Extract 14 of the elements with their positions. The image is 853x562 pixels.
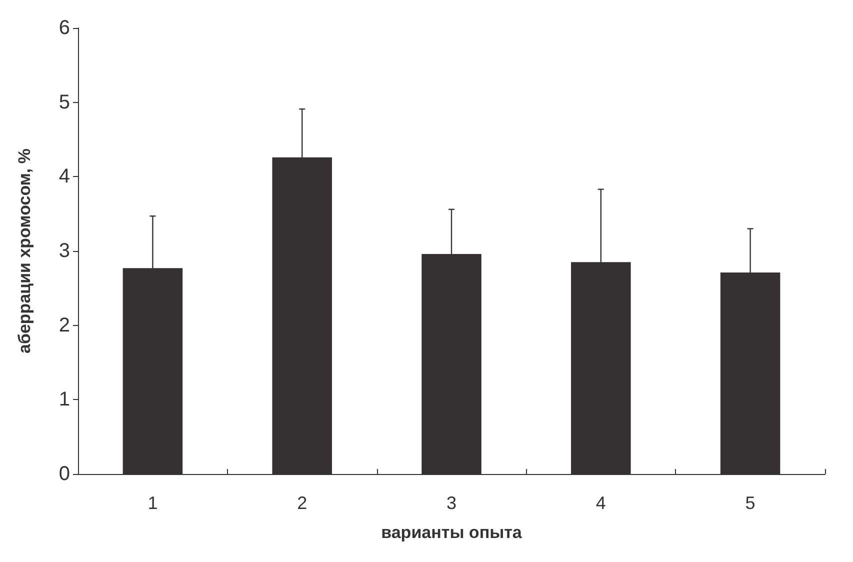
x-axis-title: варианты опыта [381,523,522,542]
y-tick-label: 2 [58,314,70,336]
x-tick-label: 5 [745,493,756,513]
x-tick-label: 1 [148,493,158,513]
y-tick-label: 5 [58,91,70,114]
y-tick-label: 4 [58,166,70,188]
y-tick-label: 1 [58,388,70,411]
y-axis-title: аберрации хромосом, % [15,148,34,354]
x-tick-label: 3 [446,493,457,513]
y-tick-label: 0 [58,463,70,485]
y-tick-label: 3 [58,240,70,262]
x-tick-label: 2 [297,493,308,513]
x-tick-label: 4 [596,493,606,513]
y-tick-label: 6 [58,17,70,39]
